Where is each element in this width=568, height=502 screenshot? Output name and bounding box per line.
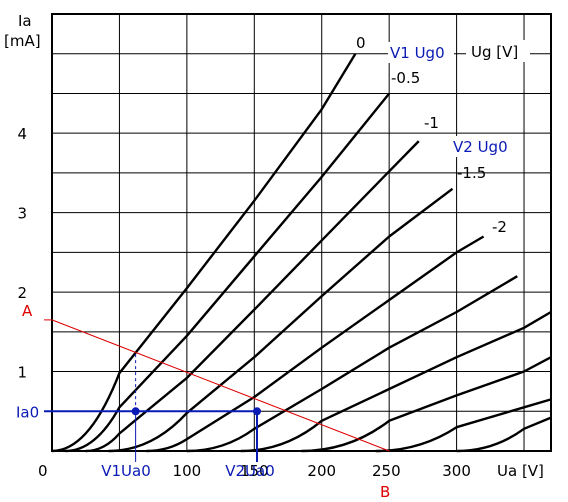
curve-label: -0.5 — [391, 69, 420, 87]
y-tick-label: 3 — [17, 205, 27, 223]
x-tick-label-250: 250 — [372, 462, 401, 480]
y-axis-label-line-2: [mA] — [4, 32, 41, 50]
x-axis-label: Ua [V] — [497, 462, 544, 480]
ia0-label: Ia0 — [16, 403, 39, 421]
operating-point-v-label: V2 Ug0 — [453, 138, 508, 156]
load-line-label-a: A — [22, 302, 33, 320]
curve-label: -1.5 — [457, 164, 486, 182]
curve-label: -1 — [424, 114, 439, 132]
operating-point-x-label: V2Ua0 — [225, 462, 275, 480]
curve-label: 0 — [356, 34, 366, 52]
operating-point-x-label: V1Ua0 — [101, 462, 151, 480]
curve-label: -2 — [492, 218, 507, 236]
x-tick-label: 300 — [442, 462, 471, 480]
y-tick-label: 4 — [17, 125, 27, 143]
y-tick-label: 1 — [17, 364, 27, 382]
operating-point-marker — [132, 407, 140, 415]
legend-title: Ug [V] — [471, 43, 518, 61]
operating-point-v-label: V1 Ug0 — [390, 44, 445, 62]
x-tick-label: 100 — [173, 462, 202, 480]
operating-point-marker — [253, 407, 261, 415]
x-tick-label: 200 — [307, 462, 336, 480]
load-line-label-b: B — [380, 483, 390, 501]
y-tick-label: 2 — [17, 284, 27, 302]
y-axis-label-line-1: Ia — [18, 12, 32, 30]
x-tick-label: 0 — [38, 462, 48, 480]
